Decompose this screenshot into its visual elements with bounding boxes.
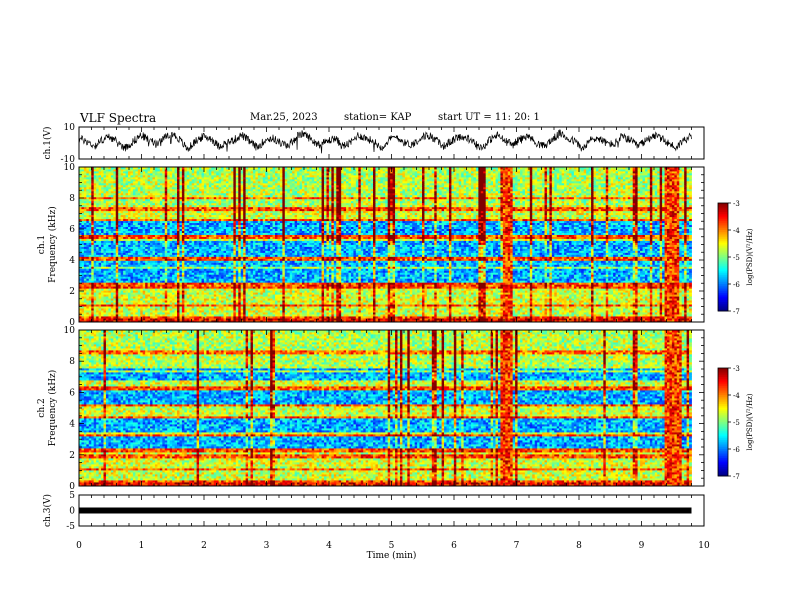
ch1-colorbar-tick: -7 bbox=[733, 308, 740, 316]
time-tick-label: 7 bbox=[514, 541, 520, 551]
freq-tick-label: 6 bbox=[69, 225, 75, 235]
ch1-y-axis-label: ch.1(V) bbox=[42, 127, 53, 160]
time-axis-label: Time (min) bbox=[367, 550, 417, 561]
ch3-y-tick-label: 5 bbox=[69, 491, 75, 501]
time-tick-label: 5 bbox=[389, 541, 395, 551]
freq-tick-label: 8 bbox=[69, 194, 75, 204]
figure-title: VLF Spectra bbox=[80, 111, 156, 125]
date-label: Mar.25, 2023 bbox=[250, 112, 318, 123]
freq-tick-label: 4 bbox=[69, 256, 75, 266]
ch1-colorbar-tick: -6 bbox=[733, 281, 740, 289]
freq-tick-label: 8 bbox=[69, 357, 75, 367]
ch2-colorbar-tick: -3 bbox=[733, 365, 740, 373]
freq-tick-label: 4 bbox=[69, 420, 75, 430]
freq-tick-label: 6 bbox=[69, 388, 75, 398]
spectrogram-cells bbox=[79, 167, 692, 323]
spectrogram-cells bbox=[79, 330, 692, 487]
freq-tick-label: 2 bbox=[69, 287, 75, 297]
time-tick-label: 2 bbox=[201, 541, 207, 551]
station-label: station= KAP bbox=[344, 112, 411, 123]
ch3-y-tick-label: 0 bbox=[69, 507, 75, 517]
time-tick-label: 10 bbox=[698, 541, 710, 551]
colorbars: -3 -4 -5 -6 -7 log(PSD)(V²/Hz) -3 -4 -5 -6 -7 log(P… bbox=[717, 200, 754, 481]
ch2-colorbar-tick: -6 bbox=[733, 446, 740, 454]
ch1-colorbar-tick: -4 bbox=[733, 227, 740, 235]
ch1-y-tick-label: -10 bbox=[61, 155, 76, 165]
freq-tick-label: 10 bbox=[64, 163, 76, 173]
freq-tick-label: 2 bbox=[69, 451, 75, 461]
time-tick-label: 9 bbox=[639, 541, 645, 551]
time-tick-label: 3 bbox=[264, 541, 270, 551]
ch2-colorbar-tick: -5 bbox=[733, 419, 740, 427]
ch1-colorbar-tick: -5 bbox=[733, 254, 740, 262]
ch1-waveform-line bbox=[78, 129, 692, 154]
time-tick-label: 8 bbox=[576, 541, 582, 551]
ch3-waveform-line bbox=[79, 507, 692, 514]
time-tick-label: 4 bbox=[326, 541, 332, 551]
freq-tick-label: 0 bbox=[69, 482, 75, 492]
ch1-colorbar-label: log(PSD)(V²/Hz) bbox=[746, 228, 754, 285]
ch2-colorbar-tick: -7 bbox=[733, 473, 740, 481]
start-time-label: start UT = 11: 20: 1 bbox=[438, 112, 540, 123]
spectrogram-channel-label: ch.1 bbox=[37, 235, 47, 254]
freq-tick-label: 0 bbox=[69, 318, 75, 328]
ch1-spectrogram-panel: 0 2 4 6 8 10 ch.1 Frequency (kHz) bbox=[37, 163, 705, 328]
time-tick-label: 1 bbox=[139, 541, 145, 551]
spectrogram-y-axis-label: Frequency (kHz) bbox=[47, 206, 58, 283]
ch2-colorbar-tick: -4 bbox=[733, 392, 740, 400]
spectrogram-channel-label: ch.2 bbox=[37, 398, 47, 417]
ch1-waveform-panel: 10 -10 ch.1(V) bbox=[42, 123, 705, 165]
freq-tick-label: 10 bbox=[64, 326, 76, 336]
ch3-y-tick-label: -5 bbox=[66, 522, 75, 532]
time-tick-label: 6 bbox=[451, 541, 457, 551]
ch3-y-axis-label: ch.3(V) bbox=[42, 494, 53, 527]
time-tick-label: 0 bbox=[76, 541, 82, 551]
ch2-spectrogram-panel: 0 2 4 6 8 10 ch.2 Frequency (kHz) bbox=[37, 326, 705, 492]
ch1-y-tick-label: 10 bbox=[64, 123, 76, 133]
ch1-colorbar-tick: -3 bbox=[733, 200, 740, 208]
ch2-colorbar-label: log(PSD)(V²/Hz) bbox=[746, 393, 754, 450]
spectrogram-y-axis-label: Frequency (kHz) bbox=[47, 370, 58, 447]
